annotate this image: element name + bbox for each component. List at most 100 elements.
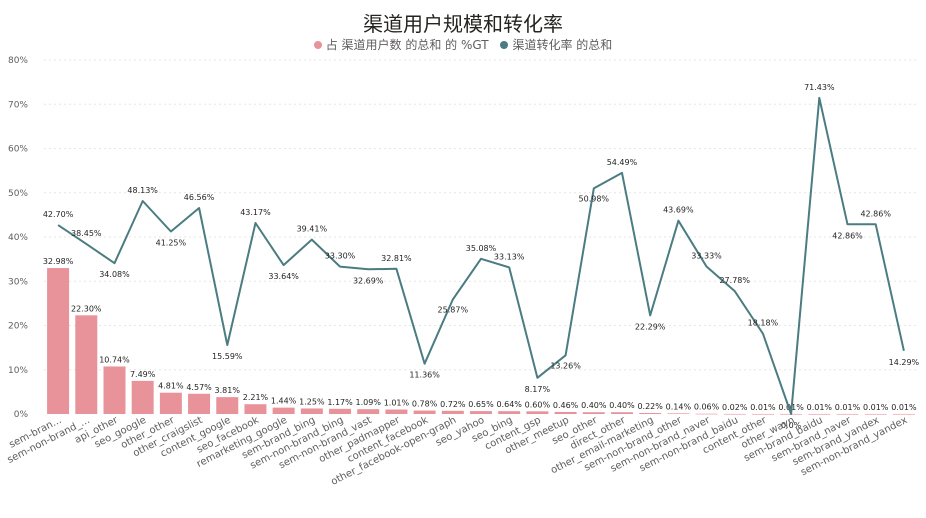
line-data-label: 42.86% xyxy=(860,209,891,218)
legend-line-marker xyxy=(500,40,509,49)
bar-data-label: 0.60% xyxy=(525,400,551,409)
bar xyxy=(470,411,492,414)
line-data-label: 42.86% xyxy=(832,231,863,240)
bar-data-label: 3.81% xyxy=(215,386,241,395)
line-data-label: 46.56% xyxy=(184,193,215,202)
bar xyxy=(639,413,662,414)
bar-data-label: 1.09% xyxy=(356,398,382,407)
bar xyxy=(329,408,352,414)
line-data-label: 32.81% xyxy=(381,254,412,263)
bar-data-label: 0.78% xyxy=(412,400,438,409)
bar xyxy=(836,413,859,415)
line-data-label: 33.13% xyxy=(494,252,525,261)
bar-data-label: 2.21% xyxy=(243,393,269,402)
line-data-label: 18.18% xyxy=(748,319,779,328)
legend-item-bar[interactable]: 占 渠道用户数 的总和 的 %GT xyxy=(313,36,489,53)
bar xyxy=(667,413,690,414)
bar xyxy=(357,409,380,414)
y-tick-label: 60% xyxy=(8,145,28,155)
line-data-label: 54.49% xyxy=(607,158,638,167)
bar-data-label: 0.22% xyxy=(637,402,663,411)
line-data-label: 22.29% xyxy=(635,322,666,331)
legend-bar-label: 占 渠道用户数 的总和 的 %GT xyxy=(325,38,489,52)
bar-data-label: 0.01% xyxy=(891,403,917,412)
bar xyxy=(75,315,98,414)
line-data-label: 33.33% xyxy=(691,252,722,261)
legend-item-line[interactable]: 渠道转化率 的总和 xyxy=(500,36,612,53)
line-data-label: 27.78% xyxy=(719,276,750,285)
bar xyxy=(554,411,577,414)
bar xyxy=(751,413,774,415)
legend-bar-marker xyxy=(313,40,322,49)
y-tick-label: 10% xyxy=(8,366,28,376)
bar xyxy=(864,413,887,415)
line-data-label: 15.59% xyxy=(212,352,243,361)
line-data-label: 0.0% xyxy=(781,421,802,430)
line-data-label: 14.29% xyxy=(889,358,920,367)
y-tick-label: 40% xyxy=(8,233,28,243)
bar xyxy=(216,397,239,414)
bar-data-label: 1.25% xyxy=(299,397,325,406)
line-data-label: 50.98% xyxy=(579,194,610,203)
bar-data-label: 0.40% xyxy=(609,401,635,410)
bar xyxy=(413,410,436,414)
bar-data-label: 0.01% xyxy=(863,403,889,412)
bar xyxy=(159,392,182,414)
bar-data-label: 1.44% xyxy=(271,397,297,406)
y-tick-label: 50% xyxy=(8,189,28,199)
y-tick-label: 30% xyxy=(8,277,28,287)
bar xyxy=(441,410,464,414)
y-tick-label: 70% xyxy=(8,100,28,110)
line-data-label: 34.08% xyxy=(99,270,130,279)
line-data-label: 13.26% xyxy=(550,361,581,370)
bar-data-label: 4.81% xyxy=(158,382,184,391)
bar-data-label: 4.57% xyxy=(186,383,212,392)
line-data-label: 32.69% xyxy=(353,276,384,285)
line-data-label: 39.41% xyxy=(297,225,328,234)
bar-data-label: 0.01% xyxy=(807,403,833,412)
bar xyxy=(188,393,211,414)
line-data-label: 48.13% xyxy=(127,186,158,195)
bar-data-label: 0.65% xyxy=(468,400,494,409)
bar-data-label: 1.01% xyxy=(384,399,410,408)
bar-data-label: 0.40% xyxy=(581,401,607,410)
bar xyxy=(808,413,831,415)
bar xyxy=(526,411,549,414)
bar xyxy=(272,407,295,414)
bar-data-label: 22.30% xyxy=(71,304,102,313)
line-data-label: 25.87% xyxy=(438,306,469,315)
line-series xyxy=(57,96,905,415)
bar-data-label: 32.98% xyxy=(43,257,74,266)
bar-data-label: 0.06% xyxy=(694,403,720,412)
line-data-label: 38.45% xyxy=(71,229,102,238)
bar-data-label: 1.17% xyxy=(327,398,353,407)
bar-data-label: 7.49% xyxy=(130,370,156,379)
y-tick-label: 80% xyxy=(8,56,28,66)
line-data-label: 71.43% xyxy=(804,83,835,92)
line-data-label: 11.36% xyxy=(409,371,440,380)
line-data-label: 35.08% xyxy=(466,244,497,253)
line-data-label: 33.30% xyxy=(325,252,356,261)
bar xyxy=(103,366,126,414)
bar xyxy=(695,413,718,415)
line-data-label: 42.70% xyxy=(43,210,74,219)
bar xyxy=(582,412,605,414)
legend-line-label: 渠道转化率 的总和 xyxy=(512,38,613,52)
bar xyxy=(610,412,633,414)
bar xyxy=(723,413,746,415)
line-data-label: 8.17% xyxy=(525,385,551,394)
line-data-label: 33.64% xyxy=(268,272,299,281)
line-data-label: 41.25% xyxy=(156,238,187,247)
bar xyxy=(244,404,267,414)
y-tick-label: 0% xyxy=(14,410,29,420)
bar-data-label: 0.01% xyxy=(835,403,861,412)
bar-data-label: 0.01% xyxy=(750,403,776,412)
bar-data-label: 0.46% xyxy=(553,401,579,410)
bar xyxy=(47,268,70,414)
bar-data-label: 0.02% xyxy=(722,403,748,412)
chart-title: 渠道用户规模和转化率 xyxy=(363,12,563,36)
bar xyxy=(892,413,915,415)
bar-data-label: 0.14% xyxy=(666,402,692,411)
